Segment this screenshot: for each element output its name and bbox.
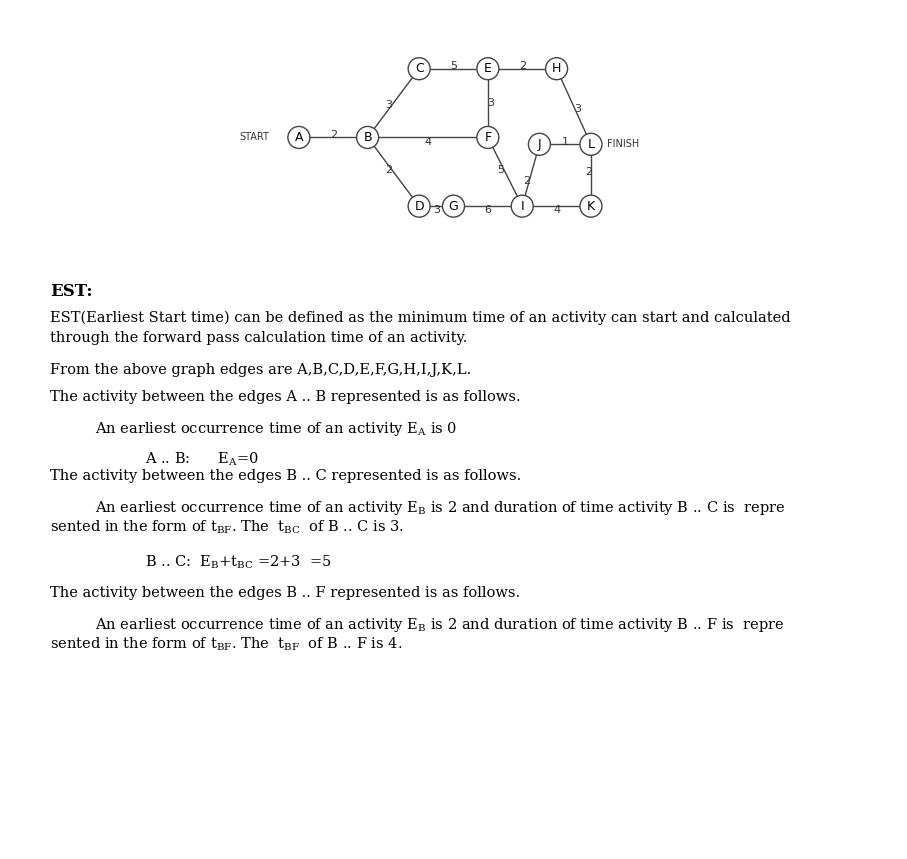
Circle shape bbox=[512, 195, 533, 217]
Circle shape bbox=[529, 133, 551, 155]
Text: 2: 2 bbox=[522, 176, 530, 186]
Text: 3: 3 bbox=[385, 100, 392, 110]
Text: The activity between the edges A .. B represented is as follows.: The activity between the edges A .. B re… bbox=[50, 390, 521, 404]
Circle shape bbox=[477, 126, 499, 149]
Text: B: B bbox=[364, 131, 372, 144]
Text: EST(Earliest Start time) can be defined as the minimum time of an activity can s: EST(Earliest Start time) can be defined … bbox=[50, 311, 791, 326]
Text: 2: 2 bbox=[385, 165, 392, 175]
Circle shape bbox=[580, 133, 602, 155]
Text: 1: 1 bbox=[561, 137, 569, 147]
Circle shape bbox=[477, 58, 499, 80]
Text: J: J bbox=[538, 137, 541, 151]
Text: H: H bbox=[551, 62, 561, 76]
Text: EST:: EST: bbox=[50, 283, 93, 301]
Text: FINISH: FINISH bbox=[607, 139, 639, 149]
Text: sented in the form of t$\mathregular{_{BF}}$. The  t$\mathregular{_{BF}}$  of B : sented in the form of t$\mathregular{_{B… bbox=[50, 636, 402, 653]
Circle shape bbox=[546, 58, 568, 80]
Text: 3: 3 bbox=[574, 104, 581, 114]
Text: An earliest occurrence time of an activity E$\mathregular{_{B}}$ is 2 and durati: An earliest occurrence time of an activi… bbox=[95, 616, 785, 634]
Text: E: E bbox=[484, 62, 492, 76]
Text: 5: 5 bbox=[450, 61, 457, 71]
Text: An earliest occurrence time of an activity E$\mathregular{_{A}}$ is 0: An earliest occurrence time of an activi… bbox=[95, 420, 457, 438]
Text: A .. B:      E$\mathregular{_{A}}$=0: A .. B: E$\mathregular{_{A}}$=0 bbox=[145, 450, 259, 467]
Text: 3: 3 bbox=[433, 204, 440, 215]
Text: 2: 2 bbox=[519, 61, 526, 71]
Circle shape bbox=[288, 126, 310, 149]
Text: From the above graph edges are A,B,C,D,E,F,G,H,I,J,K,L.: From the above graph edges are A,B,C,D,E… bbox=[50, 363, 471, 377]
Text: The activity between the edges B .. C represented is as follows.: The activity between the edges B .. C re… bbox=[50, 469, 522, 483]
Text: K: K bbox=[587, 199, 595, 213]
Text: The activity between the edges B .. F represented is as follows.: The activity between the edges B .. F re… bbox=[50, 586, 520, 600]
Text: sented in the form of t$\mathregular{_{BF}}$. The  t$\mathregular{_{BC}}$  of B : sented in the form of t$\mathregular{_{B… bbox=[50, 519, 404, 536]
Text: 6: 6 bbox=[484, 204, 492, 215]
Text: 2: 2 bbox=[585, 168, 591, 177]
Text: 3: 3 bbox=[487, 98, 494, 108]
Circle shape bbox=[580, 195, 602, 217]
Circle shape bbox=[443, 195, 464, 217]
Text: START: START bbox=[239, 132, 269, 143]
Text: I: I bbox=[521, 199, 524, 213]
Circle shape bbox=[408, 58, 430, 80]
Text: B .. C:  E$\mathregular{_{B}}$+t$\mathregular{_{BC}}$ =2+3  =5: B .. C: E$\mathregular{_{B}}$+t$\mathreg… bbox=[145, 553, 332, 570]
Text: 2: 2 bbox=[329, 130, 336, 140]
Text: An earliest occurrence time of an activity E$\mathregular{_{B}}$ is 2 and durati: An earliest occurrence time of an activi… bbox=[95, 499, 785, 517]
Text: C: C bbox=[414, 62, 424, 76]
Circle shape bbox=[356, 126, 378, 149]
Text: F: F bbox=[484, 131, 492, 144]
Text: through the forward pass calculation time of an activity.: through the forward pass calculation tim… bbox=[50, 331, 467, 344]
Text: 4: 4 bbox=[424, 137, 432, 147]
Text: A: A bbox=[295, 131, 303, 144]
Circle shape bbox=[408, 195, 430, 217]
Text: L: L bbox=[588, 137, 594, 151]
Text: 5: 5 bbox=[497, 165, 504, 174]
Text: G: G bbox=[449, 199, 458, 213]
Text: D: D bbox=[414, 199, 424, 213]
Text: 4: 4 bbox=[553, 204, 561, 215]
